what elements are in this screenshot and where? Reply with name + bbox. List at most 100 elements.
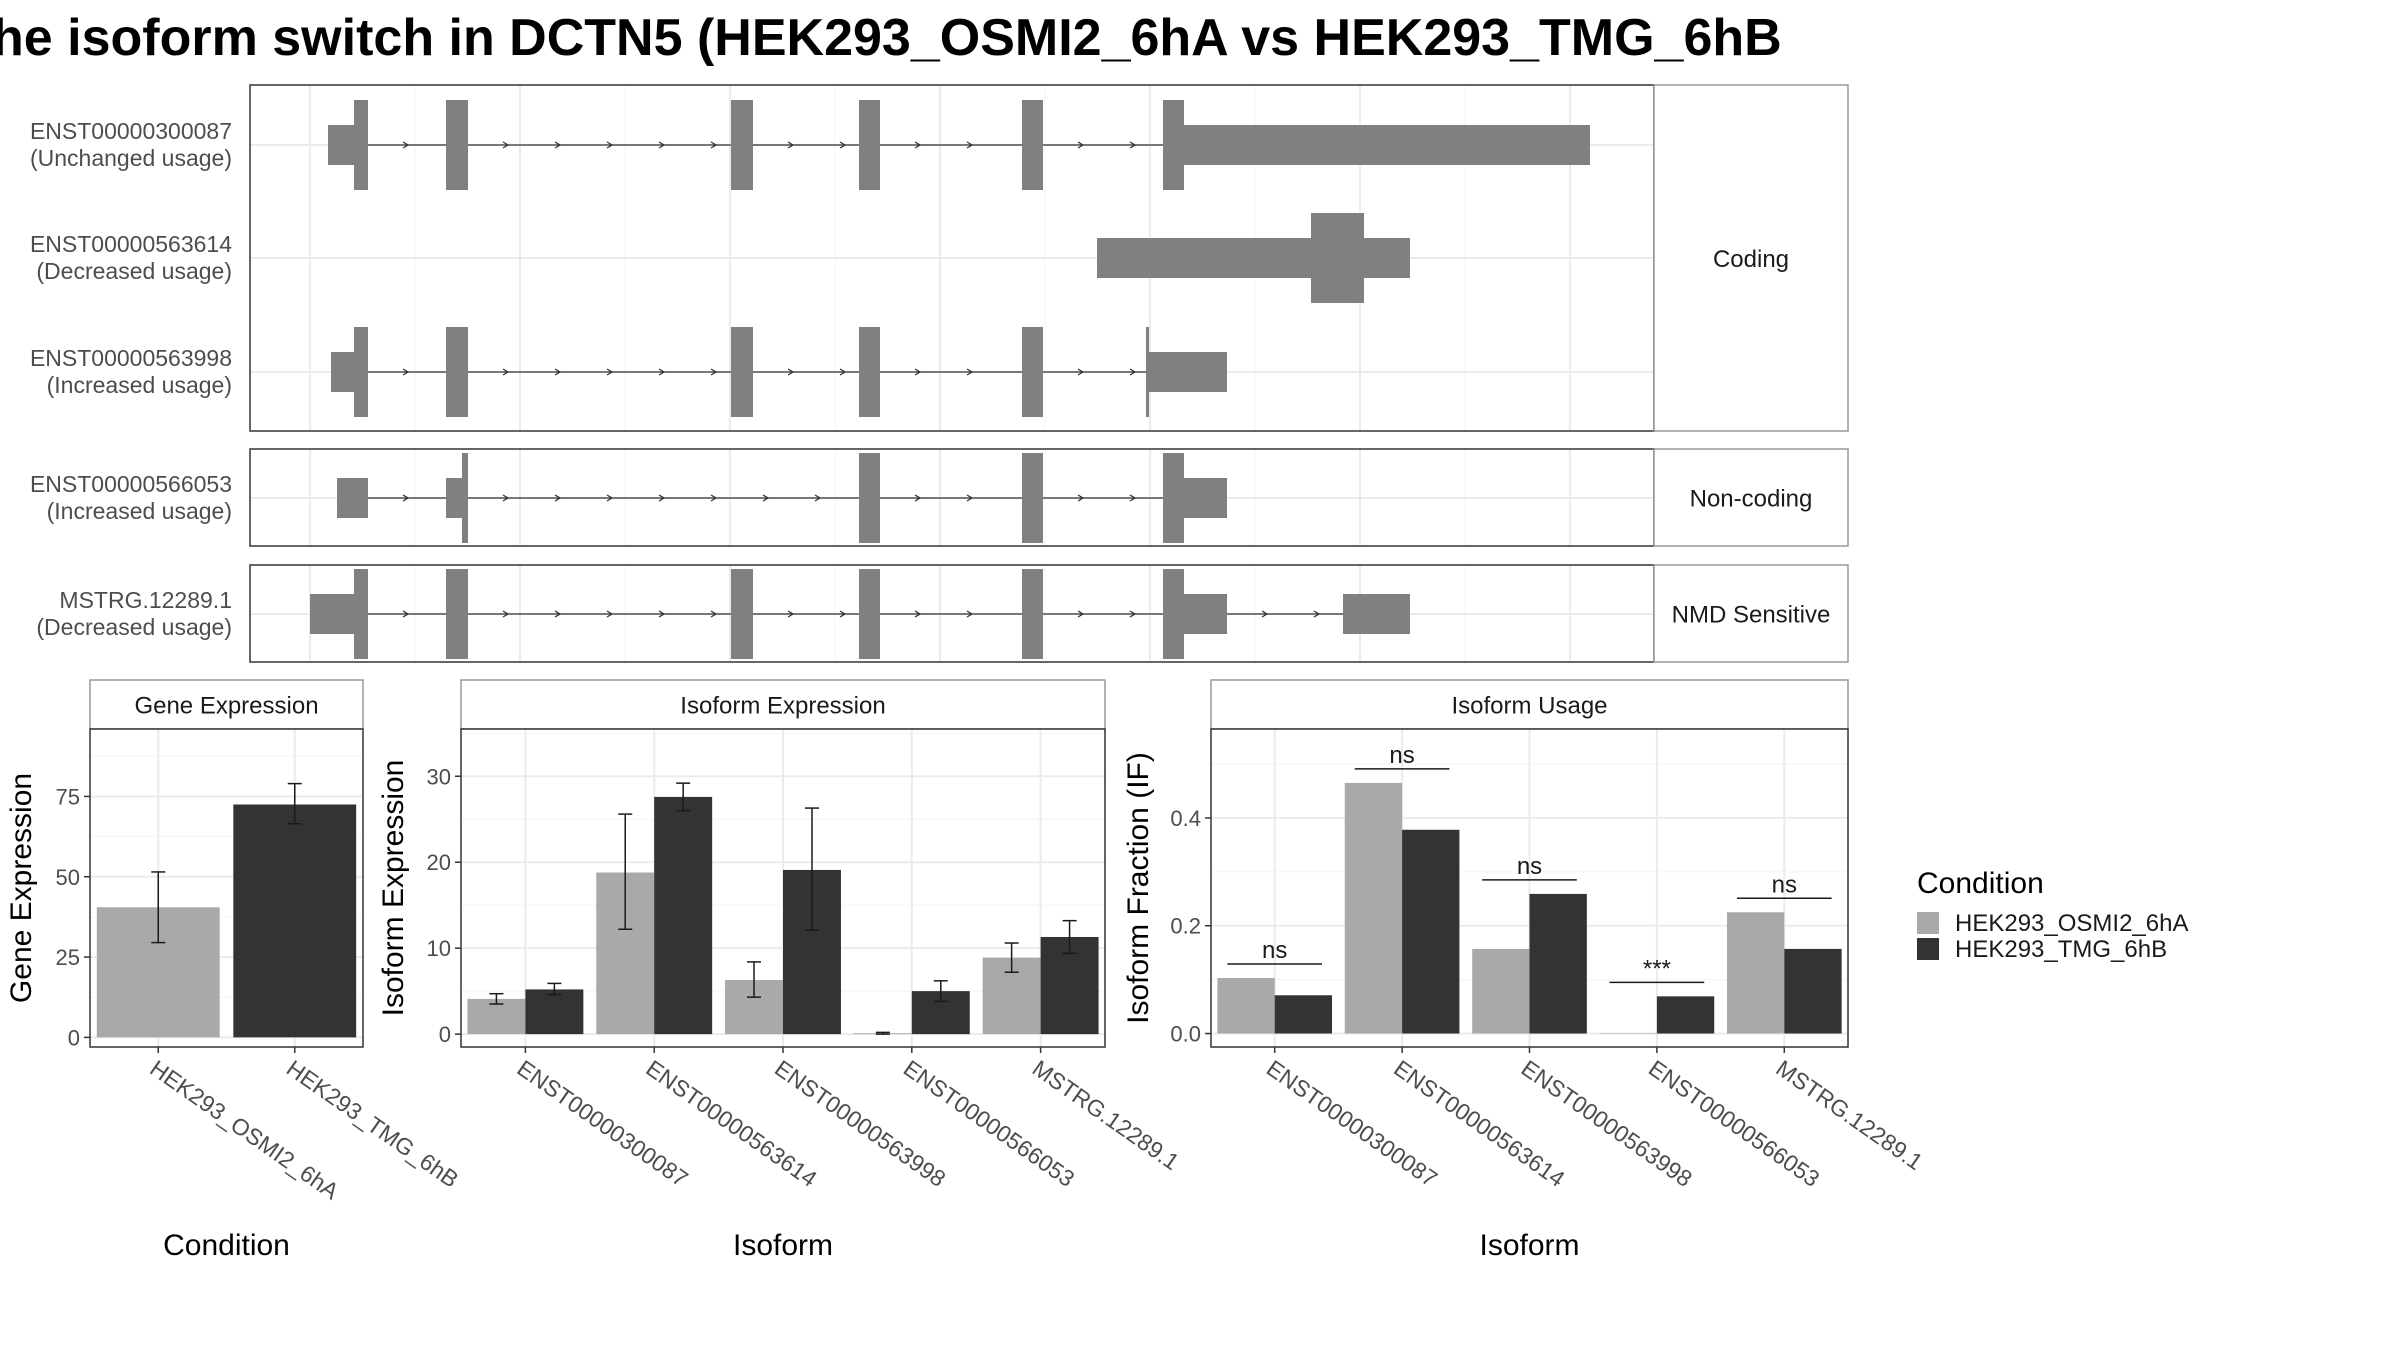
gene-expression-panel: Gene Expression0255075HEK293_OSMI2_6hAHE… <box>5 679 463 1262</box>
isoform-usage-label: (Decreased usage) <box>36 258 232 284</box>
exon <box>1163 100 1184 190</box>
y-axis-title: Gene Expression <box>5 773 38 1003</box>
bar <box>1344 782 1403 1034</box>
intron-arrow <box>658 610 666 618</box>
category-strip <box>1653 448 1849 547</box>
intron-arrow <box>1077 141 1085 149</box>
y-tick-label: 0 <box>439 1022 451 1047</box>
intron-arrow <box>1129 141 1137 149</box>
isoform-expression-panel: Isoform Expression0102030ENST00000300087… <box>377 679 1184 1262</box>
category-label: Non-coding <box>1690 486 1813 513</box>
isoform-usage-label: (Unchanged usage) <box>30 145 232 171</box>
panel-title: Gene Expression <box>134 693 318 720</box>
exon <box>859 327 880 417</box>
intron-arrow <box>402 141 410 149</box>
intron-arrow <box>1077 368 1085 376</box>
intron-arrow <box>402 494 410 502</box>
panel-strip <box>89 679 364 730</box>
category-strip <box>1653 84 1849 432</box>
exon <box>1022 569 1043 659</box>
y-axis-title: Isoform Fraction (IF) <box>1122 752 1155 1024</box>
exon <box>331 352 354 392</box>
intron-arrow <box>658 494 666 502</box>
legend-swatch <box>1917 938 1939 960</box>
intron-arrow <box>914 610 922 618</box>
exon <box>859 569 880 659</box>
intron-arrow <box>914 494 922 502</box>
isoform-label: ENST00000563614 <box>30 231 232 257</box>
isoform-usage-panel: Isoform Usagensnsns***ns0.00.20.4ENST000… <box>1122 679 1928 1262</box>
intron-arrow <box>658 368 666 376</box>
intron-arrow <box>914 141 922 149</box>
bar <box>525 989 584 1035</box>
legend-label: HEK293_OSMI2_6hA <box>1955 910 2188 937</box>
exon <box>446 100 468 190</box>
exon <box>731 569 753 659</box>
intron-arrow <box>762 494 770 502</box>
category-label: Coding <box>1713 246 1789 273</box>
bar <box>1529 893 1587 1034</box>
intron-arrow <box>710 610 718 618</box>
exon <box>310 594 354 634</box>
category-strip <box>1653 564 1849 663</box>
exon <box>462 453 468 543</box>
exon <box>1022 100 1043 190</box>
isoform-usage-label: (Increased usage) <box>47 498 232 524</box>
bar <box>1217 978 1275 1034</box>
intron-arrow <box>402 610 410 618</box>
intron-arrow <box>1077 494 1085 502</box>
exon <box>337 478 368 518</box>
intron-arrow <box>966 368 974 376</box>
exon <box>1184 125 1590 165</box>
bar <box>1274 995 1333 1034</box>
intron-arrow <box>554 494 562 502</box>
intron-arrow <box>606 610 614 618</box>
y-tick-label: 20 <box>427 850 451 875</box>
panel-title: Isoform Expression <box>680 693 885 720</box>
figure-title: he isoform switch in DCTN5 (HEK293_OSMI2… <box>0 9 1782 67</box>
isoform-label: ENST00000566053 <box>30 471 232 497</box>
y-tick-label: 10 <box>427 936 451 961</box>
intron-arrow <box>966 494 974 502</box>
exon <box>859 453 880 543</box>
intron-arrow <box>606 141 614 149</box>
exon <box>1163 453 1184 543</box>
intron-arrow <box>1129 610 1137 618</box>
bar <box>1784 948 1842 1034</box>
intron-arrow <box>1077 610 1085 618</box>
intron-arrow <box>787 141 795 149</box>
isoform-usage-label: (Decreased usage) <box>36 614 232 640</box>
y-axis-title: Isoform Expression <box>377 760 410 1017</box>
intron-arrow <box>606 368 614 376</box>
panel-title: Isoform Usage <box>1451 693 1607 720</box>
intron-arrow <box>658 141 666 149</box>
y-tick-label: 0.4 <box>1170 806 1201 831</box>
legend-swatch <box>1917 912 1939 934</box>
y-tick-label: 50 <box>56 865 80 890</box>
category-label: NMD Sensitive <box>1672 602 1831 629</box>
intron-arrow <box>1261 610 1269 618</box>
intron-arrow <box>554 141 562 149</box>
bar <box>1599 1033 1657 1035</box>
exon <box>1311 213 1364 303</box>
exon <box>1184 594 1227 634</box>
y-tick-label: 0.0 <box>1170 1022 1201 1047</box>
bar <box>233 804 357 1038</box>
exon <box>354 100 368 190</box>
intron-arrow <box>502 494 510 502</box>
exon <box>1364 238 1410 278</box>
exon <box>1097 238 1311 278</box>
y-tick-label: 30 <box>427 764 451 789</box>
x-axis-title: Isoform <box>733 1229 833 1262</box>
panel-strip <box>460 679 1106 730</box>
y-tick-label: 75 <box>56 784 80 809</box>
intron-arrow <box>787 610 795 618</box>
isoform-usage-label: (Increased usage) <box>47 372 232 398</box>
intron-arrow <box>839 141 847 149</box>
exon <box>446 478 462 518</box>
exon <box>328 125 354 165</box>
significance-label: ns <box>1517 853 1542 880</box>
isoform-label: MSTRG.12289.1 <box>59 587 232 613</box>
